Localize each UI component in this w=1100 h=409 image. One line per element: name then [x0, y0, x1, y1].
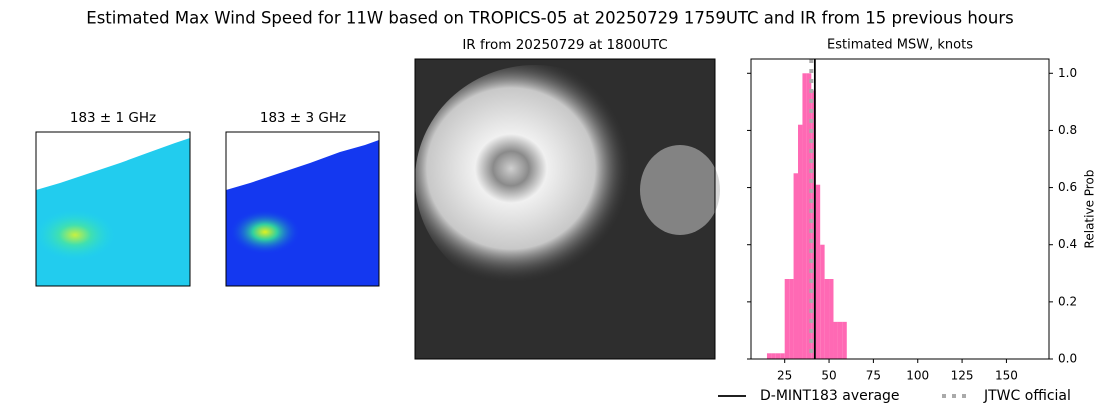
figure-title: Estimated Max Wind Speed for 11W based o…	[86, 9, 1013, 28]
y-tick-label: 1.0	[1058, 66, 1077, 80]
legend-label: D-MINT183 average	[760, 388, 900, 404]
y-tick-label: 0.2	[1058, 294, 1077, 308]
bar	[820, 244, 825, 359]
y-tick-label: 0.0	[1058, 352, 1077, 366]
x-tick-label: 150	[995, 369, 1018, 383]
plot-frame	[750, 58, 1050, 360]
bar	[766, 353, 772, 359]
bar	[789, 279, 794, 359]
x-tick-label: 125	[951, 369, 974, 383]
y-tick-label: 0.4	[1058, 237, 1077, 251]
histogram-chart: Estimated MSW, knots 25 50 75 100 125 150 0.0 0.…	[718, 38, 1097, 404]
bar	[842, 321, 847, 359]
bar	[811, 90, 816, 359]
x-tick-label: 100	[906, 369, 929, 383]
bar	[784, 279, 790, 359]
bar	[780, 353, 785, 359]
microwave-image	[225, 131, 380, 287]
chart-title: Estimated MSW, knots	[827, 38, 973, 53]
x-tick-label: 50	[821, 369, 836, 383]
y-axis-label: Relative Prob	[1083, 170, 1097, 249]
bar	[837, 321, 843, 359]
x-tick-label: 75	[866, 369, 881, 383]
microwave-image	[35, 131, 191, 287]
panel-title: 183 ± 1 GHz	[70, 110, 156, 126]
y-tick-label: 0.8	[1058, 123, 1077, 137]
x-tick-label: 25	[777, 369, 792, 383]
bar	[806, 73, 812, 360]
bar	[802, 73, 807, 360]
ir-image	[414, 58, 720, 360]
bar	[775, 353, 781, 359]
y-tick-label: 0.6	[1058, 180, 1077, 194]
bar	[771, 353, 776, 359]
bar	[798, 124, 803, 359]
bar	[829, 279, 834, 359]
bar	[824, 279, 830, 359]
bar	[793, 173, 799, 359]
panel-title: 183 ± 3 GHz	[260, 110, 346, 126]
bar	[815, 184, 821, 359]
panel-title: IR from 20250729 at 1800UTC	[462, 37, 667, 53]
bar	[833, 321, 838, 359]
legend-label: JTWC official	[983, 388, 1071, 404]
